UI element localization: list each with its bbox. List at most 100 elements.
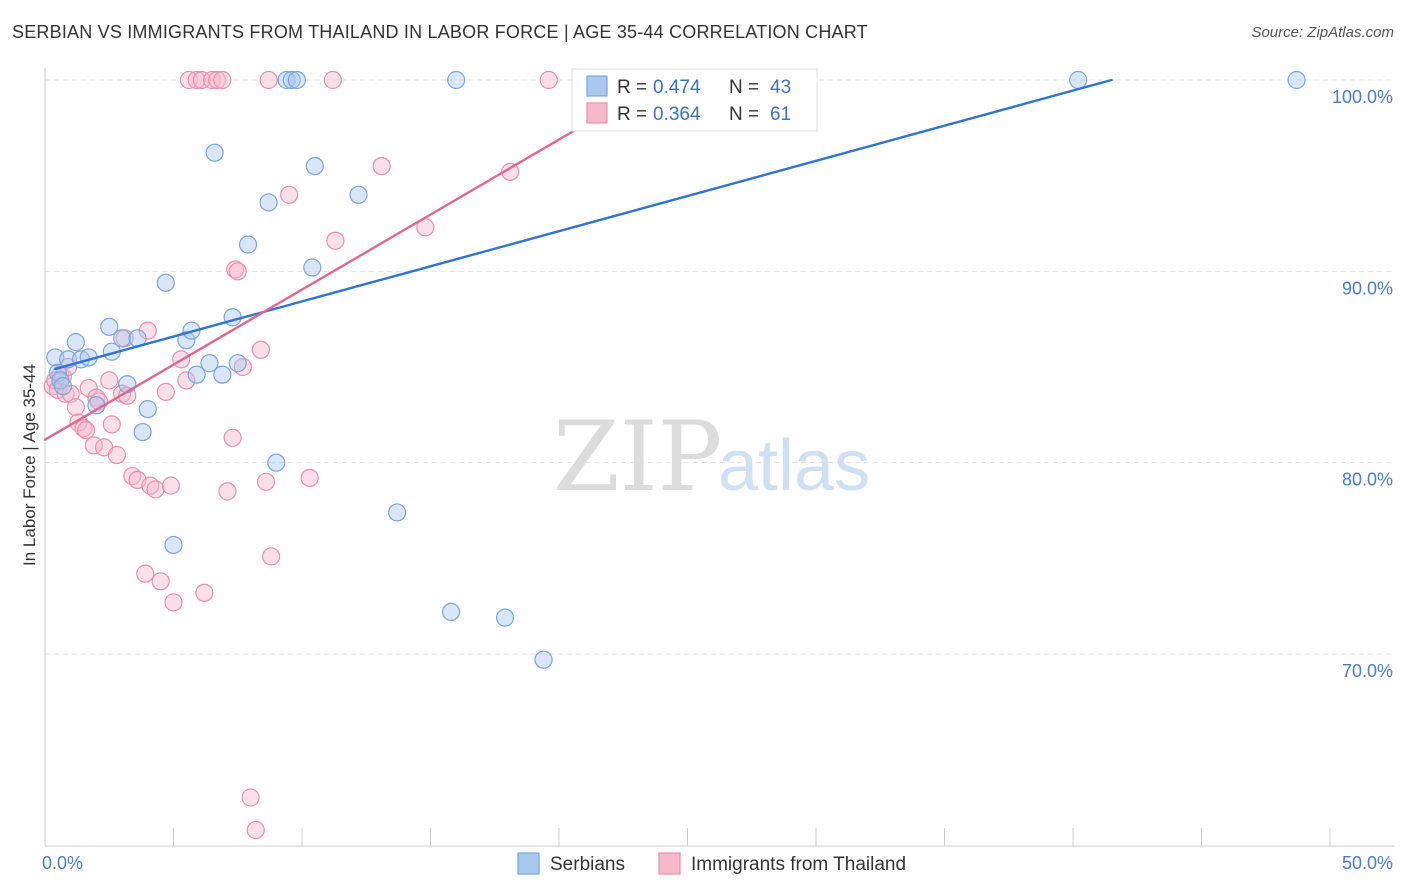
point-serbians-35 (387, 503, 407, 522)
point-thai-42 (218, 482, 237, 501)
point-serbians-26 (238, 235, 258, 254)
point-serbians-9 (100, 317, 119, 336)
legend-swatch-serbians (586, 75, 608, 97)
point-thai-19 (107, 445, 127, 465)
y-tick-label-2: 90.0% (1342, 278, 1393, 298)
point-serbians-18 (177, 331, 196, 350)
point-thai-41 (213, 70, 232, 90)
point-thai-36 (187, 70, 206, 90)
point-thai-50 (256, 472, 276, 491)
point-thai-32 (164, 593, 183, 612)
point-serbians-39 (534, 650, 553, 669)
point-thai-51 (259, 70, 278, 90)
watermark: ZIP atlas (553, 401, 870, 513)
axis-layer (44, 68, 1395, 847)
trendline-thai (43, 111, 607, 441)
legend-r-label-thai: R = (617, 104, 647, 125)
source-label: Source: ZipAtlas.com (1251, 24, 1394, 41)
point-serbians-38 (495, 608, 515, 627)
point-thai-3 (51, 365, 70, 384)
bottom-legend: Serbians Immigrants from Thailand (517, 852, 906, 875)
legend-n-value-thai: 61 (770, 104, 791, 125)
legend-n-label-serbians: N = (729, 77, 759, 98)
point-thai-37 (192, 70, 211, 90)
point-thai-54 (300, 468, 319, 488)
watermark-atlas: atlas (718, 426, 870, 506)
point-serbians-29 (277, 70, 296, 90)
point-thai-29 (151, 572, 170, 591)
point-thai-10 (74, 419, 93, 438)
x-tick-label-1: 50.0% (1342, 853, 1393, 873)
y-axis-label: In Labor Force | Age 35-44 (20, 364, 39, 566)
point-thai-30 (156, 382, 175, 401)
trendline-serbians (54, 78, 1113, 371)
point-serbians-28 (267, 453, 286, 472)
point-thai-48 (246, 820, 265, 840)
legend-r-value-serbians: 0.474 (653, 77, 701, 98)
point-serbians-15 (138, 399, 157, 419)
bottom-legend-swatch-thai (658, 852, 681, 875)
point-serbians-42 (1287, 70, 1306, 90)
point-thai-55 (323, 70, 342, 90)
point-thai-49 (251, 340, 270, 359)
point-thai-47 (241, 788, 260, 807)
point-serbians-3 (53, 377, 73, 396)
legend-r-label-serbians: R = (617, 77, 647, 98)
legend-swatch-thai (586, 102, 608, 124)
point-thai-45 (228, 262, 247, 281)
point-thai-38 (195, 583, 214, 602)
point-thai-53 (280, 185, 299, 204)
bottom-legend-label-thai: Immigrants from Thailand (691, 854, 906, 875)
point-serbians-32 (303, 258, 322, 277)
point-thai-52 (262, 547, 281, 566)
point-thai-12 (79, 378, 98, 398)
point-thai-7 (61, 384, 80, 403)
point-thai-34 (177, 371, 196, 390)
point-thai-11 (77, 421, 96, 440)
point-thai-28 (146, 480, 165, 499)
point-thai-60 (539, 70, 558, 90)
legend-box: R = 0.474 N = 43 R = 0.364 N = 61 (571, 68, 818, 132)
point-serbians-27 (259, 193, 278, 212)
point-serbians-11 (112, 329, 132, 348)
point-serbians-12 (118, 375, 137, 394)
point-serbians-37 (447, 70, 466, 90)
watermark-zip: ZIP (553, 401, 722, 513)
point-serbians-20 (187, 365, 206, 384)
bottom-legend-swatch-serbians (517, 852, 540, 875)
point-thai-40 (208, 70, 227, 90)
y-tick-label-3: 100.0% (1332, 87, 1393, 107)
trend-layer (43, 78, 1113, 441)
point-serbians-34 (349, 185, 368, 204)
point-serbians-30 (282, 70, 301, 90)
point-thai-26 (138, 321, 157, 340)
y-tick-label-1: 80.0% (1342, 470, 1393, 490)
point-thai-39 (202, 70, 222, 90)
point-thai-35 (179, 70, 199, 90)
bottom-legend-label-serbians: Serbians (550, 854, 625, 875)
point-serbians-17 (164, 535, 183, 555)
point-serbians-36 (441, 602, 461, 622)
legend-r-value-thai: 0.364 (653, 104, 701, 125)
point-serbians-23 (213, 365, 232, 384)
point-thai-43 (223, 428, 242, 447)
point-thai-25 (136, 564, 155, 583)
point-serbians-5 (66, 333, 85, 352)
point-thai-57 (372, 157, 391, 176)
point-serbians-31 (287, 70, 306, 90)
point-serbians-14 (133, 422, 152, 442)
point-thai-56 (326, 231, 345, 250)
x-tick-label-0: 0.0% (42, 853, 83, 873)
point-serbians-25 (228, 354, 247, 373)
point-thai-31 (161, 476, 181, 495)
y-tick-label-0: 70.0% (1342, 661, 1393, 681)
point-serbians-33 (305, 157, 324, 176)
tick-labels: 70.0% 80.0% 90.0% 100.0% 0.0% 50.0% (42, 87, 1393, 873)
point-serbians-21 (200, 354, 219, 373)
point-serbians-41 (1069, 70, 1088, 90)
legend-n-value-serbians: 43 (770, 77, 791, 98)
point-serbians-16 (156, 273, 175, 292)
point-thai-17 (100, 371, 119, 390)
point-serbians-22 (205, 143, 224, 162)
